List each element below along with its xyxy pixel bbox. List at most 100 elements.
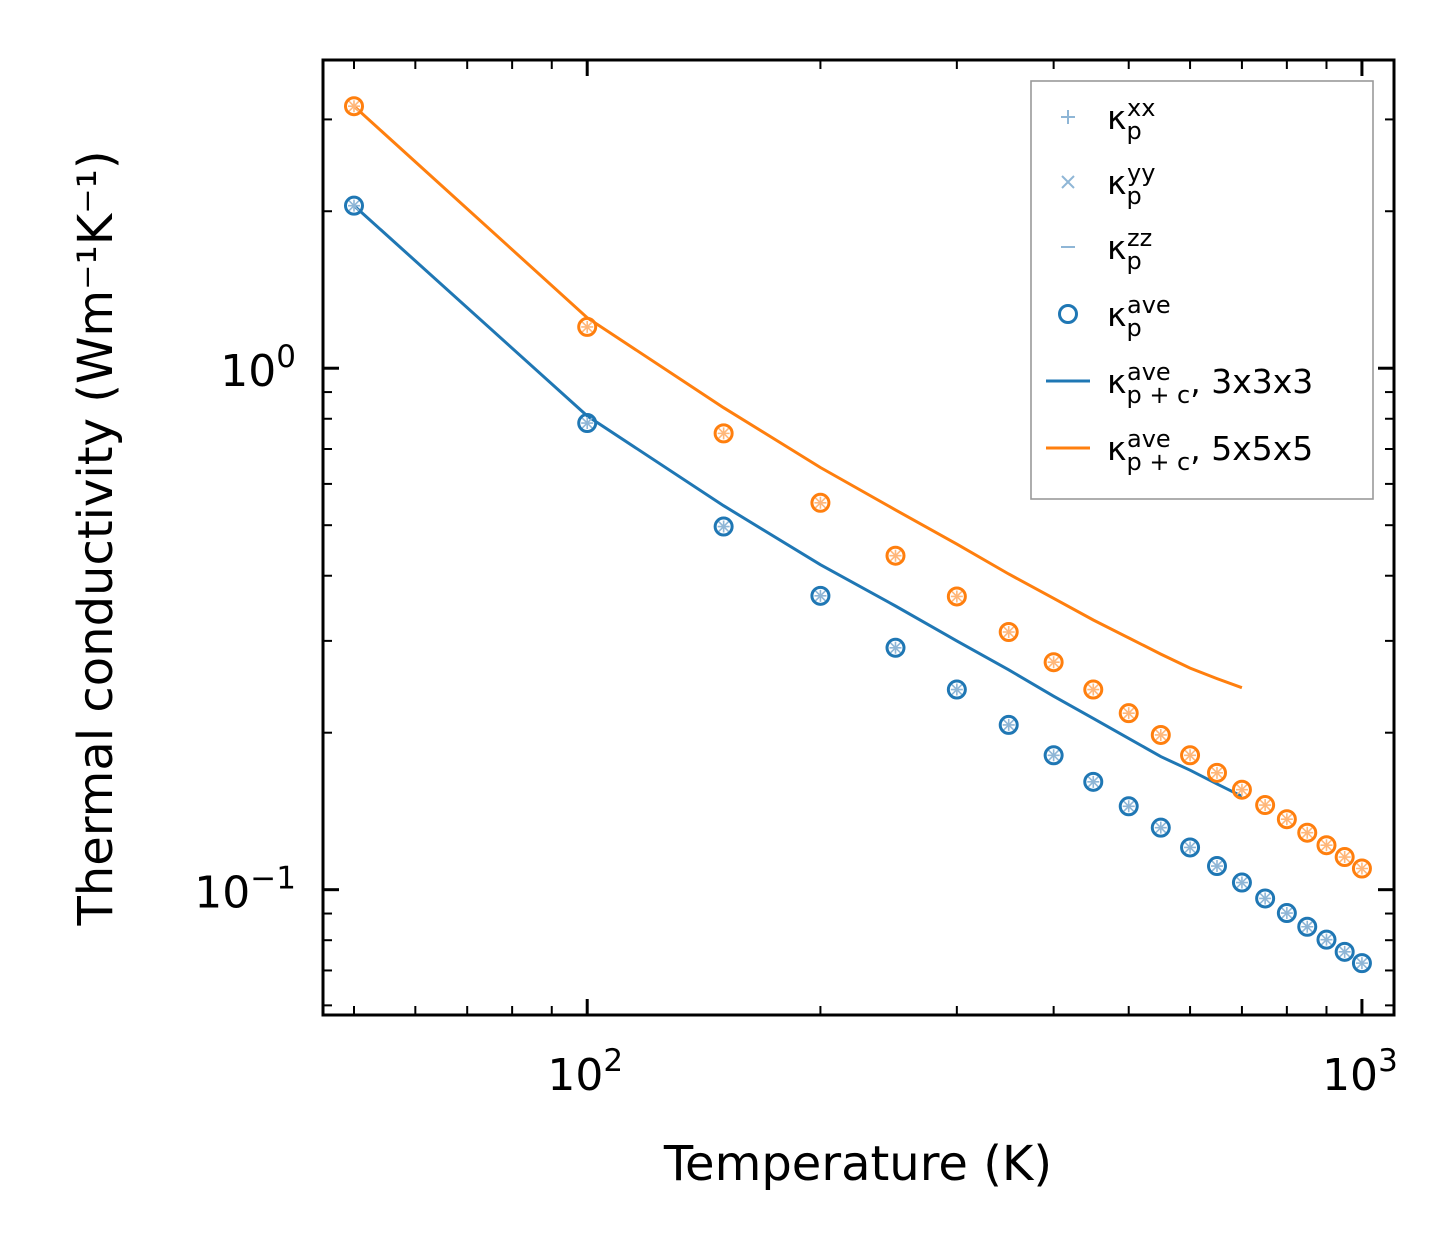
tick-exponent: 2 — [603, 1043, 623, 1079]
legend-superscript: xx — [1127, 94, 1155, 122]
data-point — [1297, 822, 1318, 843]
x-tick-label: 103 — [1322, 1043, 1398, 1101]
x-marker — [1320, 839, 1333, 851]
circle-marker — [885, 637, 906, 658]
data-point — [1255, 888, 1276, 909]
circle-marker — [1206, 762, 1227, 783]
data-point — [1297, 916, 1318, 937]
x-marker — [1211, 767, 1223, 779]
x-marker — [814, 590, 826, 602]
legend-subscript: p — [1126, 247, 1141, 275]
legend-symbol: κ — [1107, 362, 1126, 401]
tick-base: 10 — [547, 1050, 603, 1101]
circle-marker — [885, 545, 906, 566]
legend-superscript: zz — [1127, 224, 1152, 252]
legend-subscript: p + c — [1126, 448, 1190, 476]
x-marker — [1356, 862, 1368, 875]
data-point — [810, 492, 831, 513]
data-point — [1231, 872, 1252, 893]
circle-marker — [1083, 771, 1104, 792]
circle-marker — [998, 714, 1019, 735]
data-point — [946, 679, 967, 700]
series-line — [352, 105, 1243, 690]
x-marker — [1048, 656, 1060, 668]
x-marker — [1339, 946, 1351, 958]
legend-label: κp + c, 5x5x5 — [1107, 429, 1313, 476]
circle-marker — [1276, 903, 1297, 924]
legend-subscript: p — [1126, 182, 1141, 210]
x-marker — [1301, 921, 1313, 933]
legend-superscript: yy — [1127, 159, 1155, 187]
circle-marker — [713, 516, 734, 537]
x-marker — [1320, 934, 1333, 946]
x-marker — [951, 590, 963, 603]
series-markers — [343, 96, 1372, 974]
data-point — [1043, 652, 1064, 673]
data-point — [1206, 856, 1227, 877]
x-marker — [718, 520, 730, 533]
circle-marker — [1316, 835, 1337, 856]
data-point — [577, 413, 598, 434]
data-point — [1255, 795, 1276, 816]
legend-superscript: ave — [1127, 358, 1171, 386]
circle-marker — [1297, 916, 1318, 937]
tick-exponent: 3 — [1378, 1043, 1398, 1079]
data-point — [1118, 703, 1139, 724]
legend-superscript: ave — [1127, 291, 1171, 319]
data-point — [1276, 809, 1297, 830]
circle-marker — [343, 96, 364, 117]
circle-marker — [577, 413, 598, 434]
circle-marker — [946, 679, 967, 700]
x-marker — [814, 497, 826, 509]
circle-marker — [1180, 745, 1201, 766]
series-lines — [352, 105, 1243, 798]
legend-subscript: p — [1126, 314, 1141, 342]
circle-marker — [810, 585, 831, 606]
x-tick-label: 102 — [547, 1043, 623, 1101]
data-point — [1276, 903, 1297, 924]
x-marker — [1236, 784, 1248, 796]
tick-base: 10 — [220, 346, 276, 397]
x-marker — [1356, 957, 1368, 969]
data-point — [1316, 835, 1337, 856]
data-point — [1180, 837, 1201, 858]
circle-marker — [1083, 679, 1104, 700]
x-marker — [1003, 719, 1015, 731]
circle-marker — [1206, 856, 1227, 877]
data-point — [1083, 679, 1104, 700]
legend-item: κp + c, 3x3x3 ave — [1046, 358, 1313, 409]
data-point — [1118, 796, 1139, 817]
series-line — [352, 204, 1243, 798]
legend-symbol: κ — [1107, 163, 1126, 202]
circle-marker — [1043, 745, 1064, 766]
data-point — [998, 621, 1019, 642]
x-marker — [1003, 626, 1015, 638]
circle-marker — [1231, 872, 1252, 893]
x-marker — [1087, 776, 1099, 788]
legend-suffix: , 5x5x5 — [1190, 429, 1313, 468]
legend-box — [1030, 80, 1374, 500]
circle-marker — [1118, 703, 1139, 724]
data-point — [1351, 953, 1372, 974]
circle-marker — [1297, 822, 1318, 843]
legend-subscript: p — [1126, 117, 1141, 145]
circle-marker — [1231, 779, 1252, 800]
x-marker — [1339, 851, 1351, 863]
data-point — [577, 316, 598, 337]
data-point — [1334, 847, 1355, 868]
legend-subscript: p + c — [1126, 381, 1190, 409]
x-marker — [581, 417, 593, 429]
legend-suffix: , 3x3x3 — [1190, 362, 1313, 401]
legend-symbol: κ — [1107, 228, 1126, 267]
x-marker — [1184, 841, 1196, 854]
data-point — [713, 423, 734, 444]
tick-exponent: 0 — [276, 339, 296, 375]
legend-circle-icon — [1058, 304, 1078, 324]
legend-x-icon — [1061, 175, 1075, 189]
